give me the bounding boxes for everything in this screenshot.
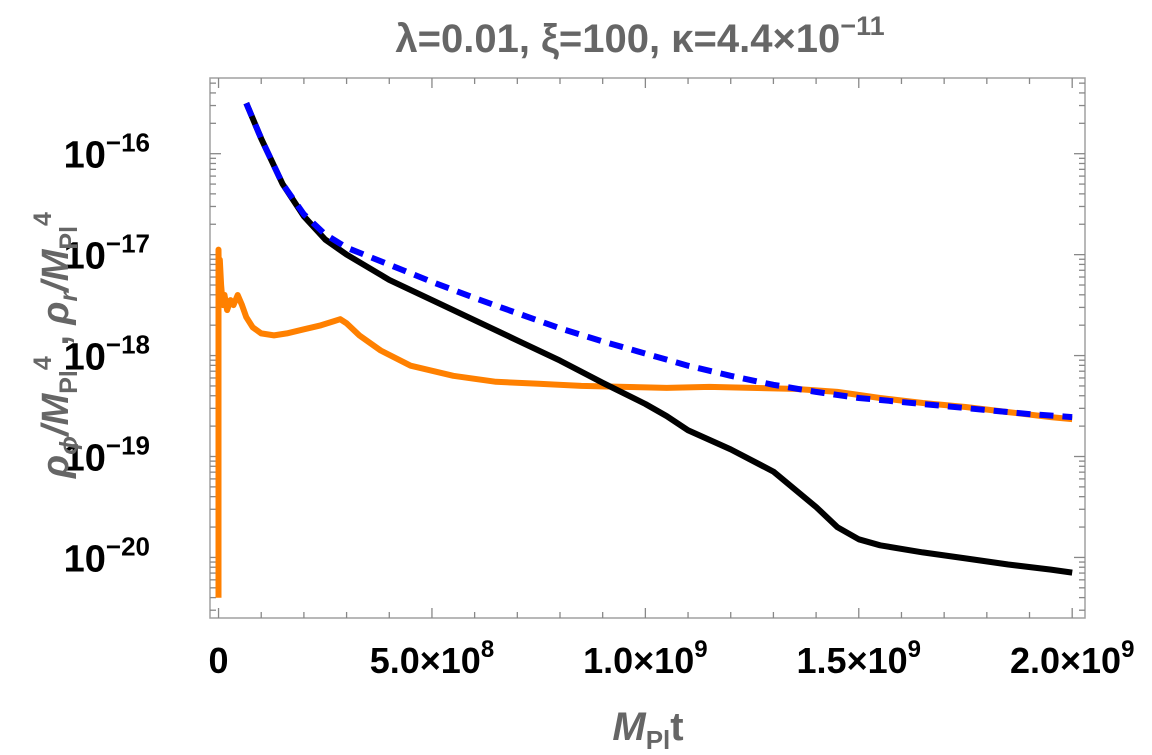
x-tick-mantissa: 2.0×10 bbox=[1010, 640, 1121, 681]
y-label-separator: , bbox=[35, 325, 77, 357]
chart-title-main: λ=0.01, ξ=100, κ=4.4×10 bbox=[395, 17, 840, 61]
chart-title: λ=0.01, ξ=100, κ=4.4×10−11 bbox=[395, 11, 884, 61]
orange-series-line bbox=[215, 246, 1073, 598]
x-tick-mantissa: 1.0×10 bbox=[583, 640, 694, 681]
y-tick-exponent: −16 bbox=[106, 128, 150, 158]
black-series-line bbox=[243, 102, 1073, 576]
x-tick-exponent: 9 bbox=[908, 636, 921, 663]
y-label-pl-sub-2: Pl bbox=[55, 226, 83, 250]
y-label-over-m-1: /M bbox=[35, 392, 77, 438]
blue-dashed-series-line bbox=[243, 102, 1073, 421]
y-label-rho-phi: ρ bbox=[35, 455, 77, 479]
x-tick-label: 1.5×109 bbox=[797, 636, 921, 681]
y-tick-label: 10−18 bbox=[64, 330, 150, 379]
y-tick-base: 10 bbox=[64, 438, 106, 480]
y-tick-base: 10 bbox=[64, 135, 106, 177]
x-tick-exponent: 9 bbox=[694, 636, 707, 663]
x-tick-label: 2.0×109 bbox=[1010, 636, 1134, 681]
y-tick-label: 10−20 bbox=[64, 531, 150, 580]
y-axis-label: ρϕ/MPl4 , ρr/MPl4 bbox=[29, 212, 83, 479]
y-tick-exponent: −17 bbox=[106, 229, 150, 259]
series-group bbox=[215, 102, 1073, 598]
x-tick-label: 1.0×109 bbox=[583, 636, 707, 681]
y-tick-base: 10 bbox=[64, 538, 106, 580]
y-tick-base: 10 bbox=[64, 236, 106, 278]
x-axis-label-main: M bbox=[612, 705, 647, 749]
y-tick-label: 10−19 bbox=[64, 431, 150, 480]
y-tick-label: 10−17 bbox=[64, 229, 150, 278]
y-tick-base: 10 bbox=[64, 337, 106, 379]
y-tick-exponent: −19 bbox=[106, 431, 150, 461]
y-tick-exponent: −20 bbox=[106, 531, 150, 561]
y-label-exp-2: 4 bbox=[29, 212, 57, 226]
y-label-pl-sub-1: Pl bbox=[55, 370, 83, 394]
x-tick-mantissa: 0 bbox=[209, 640, 229, 681]
x-axis-label-sub: Pl bbox=[646, 725, 671, 755]
x-tick-exponent: 8 bbox=[481, 636, 494, 663]
y-tick-label: 10−16 bbox=[64, 128, 150, 177]
x-tick-mantissa: 5.0×10 bbox=[370, 640, 481, 681]
x-axis-label-tail: t bbox=[670, 705, 683, 749]
chart-title-exponent: −11 bbox=[840, 11, 884, 41]
x-tick-mantissa: 1.5×10 bbox=[797, 640, 908, 681]
tick-labels-group: 0 5.0×108 1.0×109 1.5×109 2.0×10910−1610−171… bbox=[64, 128, 1135, 681]
x-tick-label: 0 bbox=[209, 640, 229, 681]
y-label-rho-r: ρ bbox=[35, 302, 77, 326]
x-axis-label: MPlt bbox=[612, 705, 683, 755]
x-tick-exponent: 9 bbox=[1121, 636, 1134, 663]
y-label-over-m-2: /M bbox=[35, 248, 77, 294]
y-label-rho-r-sub: r bbox=[55, 291, 83, 302]
plot-frame bbox=[209, 77, 1086, 619]
y-label-exp-1: 4 bbox=[29, 356, 57, 370]
x-tick-label: 5.0×108 bbox=[370, 636, 494, 681]
y-tick-exponent: −18 bbox=[106, 330, 150, 360]
y-label-rho-phi-sub: ϕ bbox=[55, 436, 83, 455]
ticks-group bbox=[210, 78, 1085, 618]
